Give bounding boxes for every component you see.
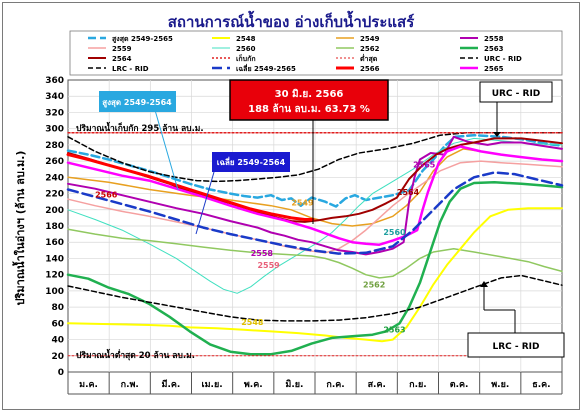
series-label: 2558 [251, 249, 274, 258]
y-tick-label: 360 [45, 76, 64, 86]
month-label: ก.พ. [121, 380, 139, 390]
legend-item-label: URC - RID [484, 55, 522, 63]
avg-callout-box [212, 152, 290, 172]
y-tick-label: 160 [45, 238, 64, 248]
y-tick-label: 80 [51, 303, 64, 313]
legend-item-label: 2566 [360, 65, 380, 73]
series-line [66, 145, 564, 246]
series-label: 2560 [383, 228, 406, 237]
series-line [67, 131, 563, 183]
y-tick-label: 120 [45, 271, 64, 281]
legend-item-label: 2559 [112, 45, 132, 53]
current-volume: 188 ล้าน ลบ.ม. 63.73 % [248, 103, 370, 115]
y-tick-label: 320 [45, 108, 64, 118]
urc-callout-box [479, 81, 553, 103]
series-label: 2565 [413, 161, 436, 170]
legend-item-label: 2548 [236, 35, 256, 43]
series-label: 2549 [291, 199, 314, 208]
current-callout-box [229, 79, 389, 121]
lrc-arrow-icon [480, 281, 488, 287]
legend-box [69, 30, 563, 76]
y-tick-label: 220 [45, 190, 64, 200]
month-label: พ.ค. [244, 380, 263, 390]
lrc-callout-label: LRC - RID [492, 342, 539, 352]
series-label: 2559 [257, 261, 280, 270]
current-date: 30 มิ.ย. 2566 [275, 88, 344, 100]
legend-item-label: 2565 [484, 65, 504, 73]
y-tick-label: 40 [51, 336, 64, 346]
x-axis: ม.ค. ก.พ. มี.ค. เม.ย. พ.ค. มิ.ย. ก.ค. ส.ค. ก.ย. ต… [67, 372, 563, 395]
legend-item-label: 2562 [360, 45, 380, 53]
y-tick-label: 340 [45, 92, 64, 102]
series-line [66, 171, 564, 255]
max-callout-box [99, 91, 176, 112]
y-tick-label: 280 [45, 141, 64, 151]
storage-label: ปริมาณน้ำเก็บกัก 295 ล้าน ลบ.ม. [76, 121, 204, 134]
y-axis-label: ปริมาณน้ำในอ่างฯ (ล้าน ลบ.ม.) [12, 151, 27, 306]
series-label: 2564 [397, 188, 420, 197]
series-line [67, 228, 563, 279]
month-label: ต.ค. [450, 380, 469, 390]
series-label: 2563 [383, 325, 405, 334]
y-tick-label: 100 [45, 287, 64, 297]
y-tick-label: 300 [45, 125, 64, 135]
y-tick-label: 260 [45, 157, 64, 167]
lrc-callout-box [467, 332, 565, 358]
legend: สูงสุด 2549-2565 2548 2549 2558 2559 2560 2562… [88, 35, 522, 73]
y-tick-label: 20 [51, 352, 64, 362]
legend-item-label: 2560 [236, 45, 256, 53]
y-tick-label: 180 [45, 222, 64, 232]
series-line [67, 274, 563, 322]
legend-item-label: สูงสุด 2549-2565 [112, 35, 173, 44]
y-axis: 0 20 40 60 80 100 120 140 160 180 200 220 240 260 280 3… [45, 76, 64, 378]
urc-arrow-icon [493, 132, 501, 137]
series-label: 2566 [95, 191, 118, 200]
legend-item-label: ต่ำสุด [360, 53, 378, 63]
month-label: ม.ค. [79, 380, 98, 390]
month-label: ก.ย. [409, 380, 427, 390]
series-labels: 2566 2549 2558 2559 2564 2565 2560 2562 2548 2563 [95, 161, 436, 335]
month-label: พ.ย. [491, 380, 509, 390]
page-title: สถานการณ์น้ำของ อ่างเก็บน้ำประแสร์ [167, 13, 415, 31]
legend-item-label: 2564 [112, 55, 132, 63]
series-label: 2562 [363, 281, 385, 290]
series-line [67, 135, 563, 256]
month-label: ส.ค. [368, 380, 386, 390]
month-label: มิ.ย. [285, 379, 303, 390]
y-tick-label: 200 [45, 206, 64, 216]
series-line [66, 180, 564, 356]
legend-item-label: เฉลี่ย 2549-2565 [236, 63, 296, 73]
max-callout-line [154, 109, 179, 191]
series-group [66, 131, 564, 357]
max-callout-label: สูงสุด 2549-2564 [102, 98, 172, 108]
avg-callout-line [195, 171, 215, 235]
month-label: ธ.ค. [532, 380, 550, 390]
urc-callout-label: URC - RID [492, 89, 541, 99]
avg-callout-label: เฉลี่ย 2549-2564 [217, 156, 286, 167]
series-line [67, 207, 563, 343]
y-tick-label: 140 [45, 254, 64, 264]
month-label: ก.ค. [326, 380, 344, 390]
y-tick-label: 0 [58, 368, 64, 378]
y-tick-label: 240 [45, 173, 64, 183]
y-tick-label: 60 [51, 319, 64, 329]
series-label: 2548 [241, 318, 264, 327]
month-label: เม.ย. [202, 380, 223, 390]
legend-item-label: 2563 [484, 45, 504, 53]
series-line [66, 153, 315, 221]
legend-item-label: LRC - RID [112, 65, 149, 73]
series-line [67, 160, 563, 254]
min-label: ปริมาณน้ำต่ำสุด 20 ล้าน ลบ.ม. [76, 348, 195, 361]
legend-item-label: 2558 [484, 35, 504, 43]
month-label: มี.ค. [161, 379, 180, 390]
legend-item-label: เก็บกัก [236, 54, 256, 63]
legend-item-label: 2549 [360, 35, 380, 43]
